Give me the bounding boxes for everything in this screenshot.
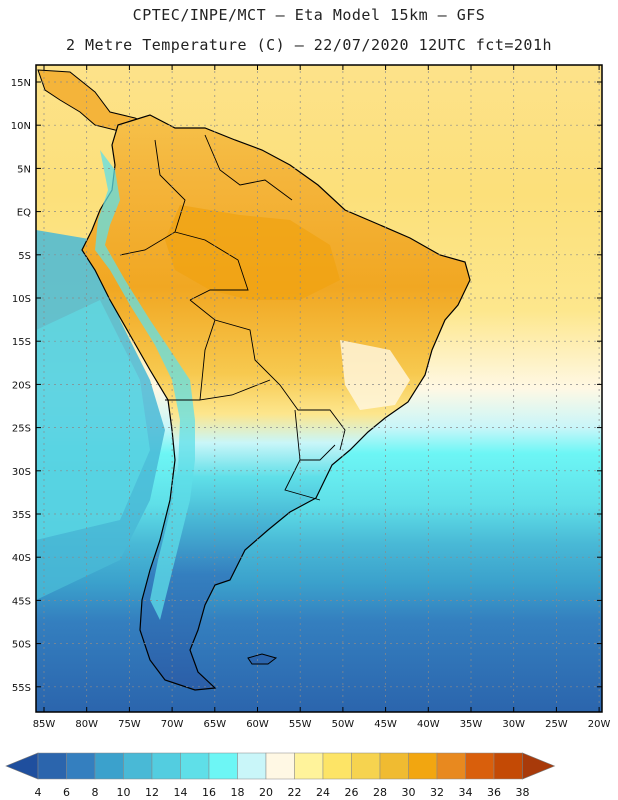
- brazil-highlands-cool: [340, 340, 410, 410]
- lat-label-30s: 30S: [12, 467, 31, 478]
- pacific-mid-zone: [36, 300, 150, 540]
- lat-label-15n: 15N: [11, 78, 31, 89]
- lat-label-10s: 10S: [12, 294, 31, 305]
- colorbar-swatch: [94, 752, 124, 780]
- lat-label-5s: 5S: [18, 251, 31, 262]
- colorbar-label-24: 24: [316, 786, 330, 799]
- latitude-labels: 15N 10N 5N EQ 5S 10S 15S 20S 25S 30S 35S 40S 45S 50S 5…: [11, 78, 31, 694]
- colorbar-swatch: [379, 752, 409, 780]
- lat-label-10n: 10N: [11, 121, 31, 132]
- colorbar-swatch: [408, 752, 438, 780]
- colorbar-swatch: [151, 752, 181, 780]
- colorbar-swatch: [123, 752, 153, 780]
- lon-label-70w: 70W: [161, 719, 184, 730]
- colorbar-swatch: [436, 752, 466, 780]
- colorbar-swatch: [237, 752, 267, 780]
- colorbar-label-22: 22: [288, 786, 302, 799]
- falkland-islands: [247, 653, 278, 665]
- colorbar-label-6: 6: [63, 786, 70, 799]
- andes-cold-ridge: [95, 150, 195, 620]
- lon-label-30w: 30W: [502, 719, 525, 730]
- lat-label-55s: 55S: [12, 683, 31, 694]
- colorbar-label-10: 10: [117, 786, 131, 799]
- lat-label-40s: 40S: [12, 553, 31, 564]
- lat-label-45s: 45S: [12, 596, 31, 607]
- colorbar-swatch: [351, 752, 381, 780]
- colorbar-arrow-high: [522, 752, 556, 780]
- lon-label-65w: 65W: [203, 719, 226, 730]
- axis-ticks: [36, 65, 602, 712]
- lon-label-35w: 35W: [460, 719, 483, 730]
- colorbar-label-32: 32: [430, 786, 444, 799]
- colorbar-swatch: [493, 752, 523, 780]
- colorbar-label-36: 36: [487, 786, 501, 799]
- lon-label-50w: 50W: [332, 719, 355, 730]
- grid-lines: [36, 65, 602, 712]
- colorbar-label-8: 8: [92, 786, 99, 799]
- lon-label-60w: 60W: [246, 719, 269, 730]
- lat-label-eq: EQ: [17, 208, 31, 219]
- lon-label-20w: 20W: [588, 719, 611, 730]
- colorbar-swatch: [265, 752, 295, 780]
- colorbar-swatch: [208, 752, 238, 780]
- lon-label-45w: 45W: [374, 719, 397, 730]
- lon-label-40w: 40W: [417, 719, 440, 730]
- colorbar-swatch: [294, 752, 324, 780]
- lat-label-20s: 20S: [12, 380, 31, 391]
- map-frame: [35, 64, 603, 713]
- lon-label-80w: 80W: [75, 719, 98, 730]
- amazon-hot-zone: [165, 205, 340, 300]
- colorbar-label-20: 20: [259, 786, 273, 799]
- colorbar-label-38: 38: [516, 786, 530, 799]
- lat-label-50s: 50S: [12, 640, 31, 651]
- colorbar-label-34: 34: [459, 786, 473, 799]
- colorbar-label-26: 26: [345, 786, 359, 799]
- lon-label-75w: 75W: [118, 719, 141, 730]
- lat-label-5n: 5N: [17, 164, 31, 175]
- map-title-line1: CPTEC/INPE/MCT – Eta Model 15km – GFS: [132, 6, 486, 24]
- colorbar-swatch: [465, 752, 495, 780]
- colorbar: 4 6 8 10 12 14 16 18 20 22 24 26 28 30 32 34 36 38: [5, 752, 556, 799]
- colorbar-label-28: 28: [373, 786, 387, 799]
- lat-label-35s: 35S: [12, 510, 31, 521]
- colorbar-swatch: [37, 752, 67, 780]
- map-title-line2: 2 Metre Temperature (C) – 22/07/2020 12U…: [65, 36, 553, 54]
- colorbar-swatch: [180, 752, 210, 780]
- colorbar-swatch: [66, 752, 96, 780]
- colorbar-arrow-low: [5, 752, 39, 780]
- colorbar-label-30: 30: [402, 786, 416, 799]
- colorbar-label-12: 12: [145, 786, 159, 799]
- lon-label-25w: 25W: [545, 719, 568, 730]
- colorbar-label-18: 18: [231, 786, 245, 799]
- colorbar-label-14: 14: [174, 786, 188, 799]
- lat-label-15s: 15S: [12, 337, 31, 348]
- lat-label-25s: 25S: [12, 424, 31, 435]
- country-borders: [119, 134, 346, 501]
- colorbar-swatch: [322, 752, 352, 780]
- colorbar-label-4: 4: [35, 786, 42, 799]
- lon-label-55w: 55W: [289, 719, 312, 730]
- colorbar-label-16: 16: [202, 786, 216, 799]
- map-plot-area: [36, 65, 602, 712]
- longitude-labels: 85W 80W 75W 70W 65W 60W 55W 50W 45W 40W 35W 30W 25W 2…: [33, 719, 611, 730]
- lon-label-85w: 85W: [33, 719, 56, 730]
